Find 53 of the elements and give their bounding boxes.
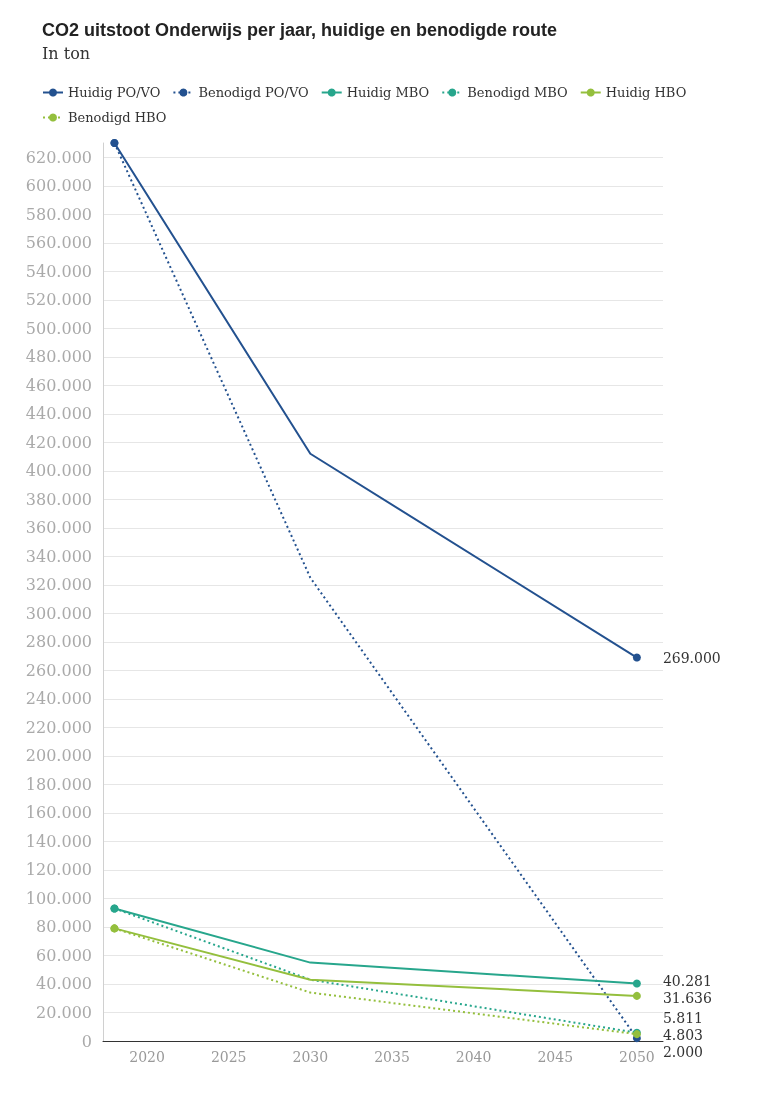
data-label: 5.811	[662, 1010, 703, 1027]
x-tick-label: 2045	[537, 1049, 574, 1065]
legend-label: Benodigd MBO	[467, 85, 568, 100]
y-tick-label: 420.000	[25, 432, 92, 452]
data-label: 40.281	[662, 973, 712, 990]
y-tick-label: 600.000	[25, 176, 92, 196]
y-tick-label: 300.000	[25, 603, 92, 623]
y-tick-label: 580.000	[25, 204, 92, 224]
y-tick-label: 500.000	[25, 318, 92, 338]
x-tick-label: 2020	[129, 1049, 165, 1065]
y-tick-label: 140.000	[25, 831, 92, 851]
y-tick-label: 240.000	[25, 689, 92, 709]
y-tick-label: 560.000	[25, 233, 92, 253]
data-label: 269.000	[662, 649, 721, 666]
y-tick-label: 460.000	[25, 375, 92, 395]
y-tick-label: 80.000	[36, 917, 92, 937]
legend-label: Huidig MBO	[346, 85, 430, 100]
data-label: 2.000	[662, 1044, 703, 1061]
y-tick-label: 400.000	[25, 461, 92, 481]
y-tick-label: 160.000	[25, 803, 92, 823]
y-tick-label: 440.000	[25, 404, 92, 424]
y-tick-label: 200.000	[25, 746, 92, 766]
y-tick-label: 320.000	[25, 575, 92, 595]
y-tick-label: 380.000	[25, 489, 92, 509]
legend-label: Benodigd PO/VO	[198, 85, 309, 100]
y-tick-label: 520.000	[25, 290, 92, 310]
legend-label: Huidig HBO	[605, 85, 687, 100]
y-tick-label: 180.000	[25, 774, 92, 794]
y-tick-label: 480.000	[25, 347, 92, 367]
legend-label: Benodigd HBO	[68, 110, 167, 125]
y-tick-label: 120.000	[25, 860, 92, 880]
data-label: 31.636	[662, 990, 712, 1007]
y-tick-label: 60.000	[36, 945, 92, 965]
y-tick-label: 360.000	[25, 518, 92, 538]
y-tick-label: 0	[81, 1031, 92, 1051]
y-tick-label: 540.000	[25, 261, 92, 281]
y-tick-label: 100.000	[25, 888, 92, 908]
chart-subtitle: In ton	[42, 43, 91, 63]
x-tick-label: 2025	[210, 1049, 247, 1065]
y-tick-label: 620.000	[25, 147, 92, 167]
y-tick-label: 20.000	[36, 1002, 92, 1022]
x-tick-label: 2035	[374, 1049, 410, 1065]
data-label: 4.803	[662, 1027, 703, 1044]
chart-title: CO2 uitstoot Onderwijs per jaar, huidige en benodigde route	[42, 20, 558, 40]
y-tick-label: 340.000	[25, 546, 92, 566]
y-tick-label: 280.000	[25, 632, 92, 652]
y-tick-label: 40.000	[36, 974, 92, 994]
x-tick-label: 2050	[619, 1049, 655, 1065]
legend-label: Huidig PO/VO	[68, 85, 161, 100]
x-tick-label: 2030	[292, 1049, 329, 1065]
x-tick-label: 2040	[455, 1049, 492, 1065]
y-tick-label: 220.000	[25, 717, 92, 737]
y-tick-label: 260.000	[25, 660, 92, 680]
